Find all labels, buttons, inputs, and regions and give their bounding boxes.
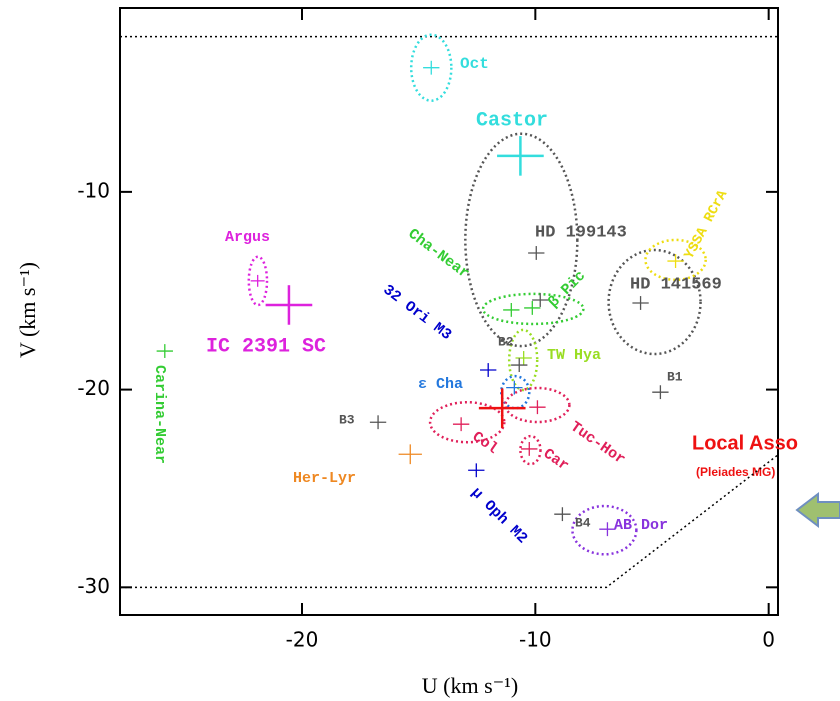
dispersion-ellipse: [507, 328, 539, 392]
dispersion-ellipse: [519, 434, 542, 466]
group-label: B1: [667, 369, 683, 384]
dispersion-ellipse: [607, 248, 702, 356]
group-label: Carina-Near: [151, 365, 168, 464]
plot-frame: [119, 7, 779, 616]
dispersion-ellipse: [504, 386, 571, 424]
group-label: Cha-Near: [405, 226, 473, 283]
arrow-icon: [795, 491, 840, 529]
group-label: IC 2391 SC: [206, 335, 326, 358]
group-label: TW Hya: [547, 347, 601, 364]
group-label: 32 Ori M3: [380, 282, 455, 344]
dispersion-ellipse: [644, 238, 707, 282]
y-axis-label: V (km s⁻¹): [15, 262, 40, 358]
group-label: Car: [540, 445, 572, 474]
group-label: HD 199143: [535, 223, 627, 242]
y-tick-label: -30: [77, 574, 110, 598]
annotation: (Pleiades MG): [696, 465, 775, 479]
group-label: B4: [575, 515, 591, 530]
group-label: Oct: [460, 55, 489, 73]
group-label: B2: [498, 334, 514, 349]
annotation: Local Asso: [692, 432, 798, 454]
dispersion-ellipse: [409, 33, 453, 102]
group-label: Tuc-Hor: [567, 418, 628, 468]
x-tick-label: -20: [286, 628, 319, 652]
group-label: ε Cha: [418, 376, 463, 393]
boundary-line: [120, 454, 779, 589]
group-label: Castor: [476, 109, 548, 132]
group-label: Col: [469, 428, 501, 457]
group-label: Her-Lyr: [293, 470, 356, 487]
group-label: HD 141569: [630, 275, 722, 294]
dispersion-ellipse: [571, 504, 638, 556]
group-label: B3: [339, 412, 355, 427]
dispersion-ellipse: [481, 292, 585, 326]
x-tick-label: 0: [762, 628, 775, 652]
dispersion-ellipse: [464, 132, 579, 348]
x-tick-label: -10: [519, 628, 552, 652]
y-tick-label: -10: [77, 178, 110, 202]
dispersion-ellipse: [428, 401, 506, 444]
y-tick-label: -20: [77, 376, 110, 400]
dispersion-ellipse: [247, 255, 269, 307]
group-label: μ Oph M2: [468, 484, 531, 547]
group-label: YSSA RCrA: [682, 187, 732, 262]
group-label: AB Dor: [614, 517, 668, 534]
x-axis-label: U (km s⁻¹): [422, 673, 518, 698]
group-label: Argus: [225, 229, 270, 246]
